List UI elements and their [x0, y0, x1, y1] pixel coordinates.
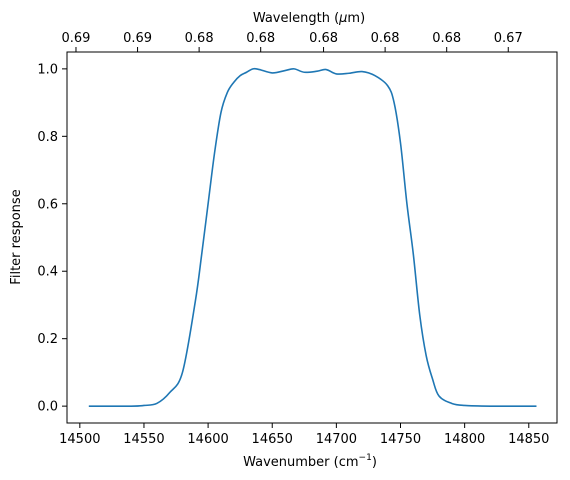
- x-tick-label: 14600: [187, 432, 228, 447]
- top-axis-label: Wavelength (μm): [253, 11, 365, 26]
- x-axis-label: Wavenumber (cm−1): [243, 453, 377, 470]
- x-tick-label: 14850: [508, 432, 549, 447]
- top-tick-label: 0.68: [246, 31, 275, 46]
- y-tick-label: 0.4: [37, 265, 58, 280]
- x-tick-label: 14550: [123, 432, 164, 447]
- top-tick-label: 0.68: [309, 31, 338, 46]
- left-axis-ticks: 0.0 0.2 0.4 0.6 0.8 1.0: [37, 62, 67, 415]
- y-tick-label: 1.0: [37, 62, 58, 77]
- top-tick-label: 0.68: [185, 31, 214, 46]
- top-tick-label: 0.69: [62, 31, 91, 46]
- x-tick-label: 14650: [252, 432, 293, 447]
- top-tick-label: 0.68: [432, 31, 461, 46]
- y-axis-label: Filter response: [9, 189, 24, 284]
- top-tick-label: 0.68: [371, 31, 400, 46]
- x-tick-label: 14750: [380, 432, 421, 447]
- y-tick-label: 0.6: [37, 197, 58, 212]
- y-tick-label: 0.2: [37, 332, 58, 347]
- x-tick-label: 14700: [316, 432, 357, 447]
- top-tick-label: 0.69: [123, 31, 152, 46]
- top-axis-ticks: 0.69 0.69 0.68 0.68 0.68 0.68 0.68 0.67: [62, 31, 523, 52]
- x-tick-label: 14800: [444, 432, 485, 447]
- filter-response-line: [88, 67, 537, 407]
- y-tick-label: 0.0: [37, 400, 58, 415]
- plot-frame: [66, 51, 558, 424]
- y-tick-label: 0.8: [37, 130, 58, 145]
- x-tick-label: 14500: [59, 432, 100, 447]
- bottom-axis-ticks: 14500 14550 14600 14650 14700 14750 14800 14850: [59, 423, 549, 447]
- top-tick-label: 0.67: [494, 31, 523, 46]
